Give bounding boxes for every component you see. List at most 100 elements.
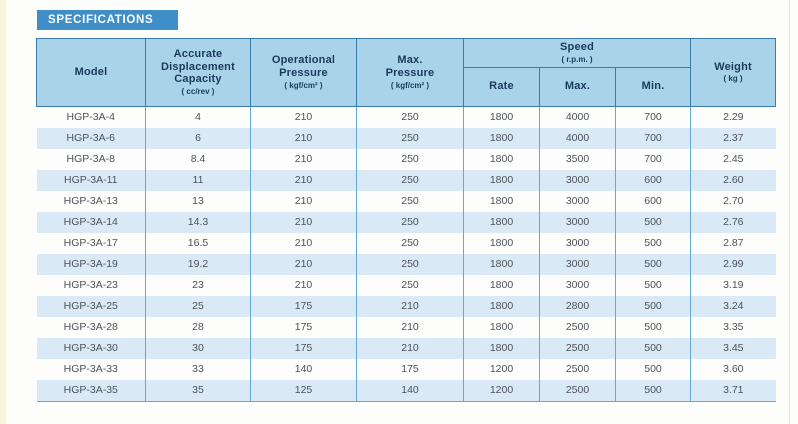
cell-speed-max: 3000: [539, 232, 616, 254]
cell-speed-rate: 1800: [463, 232, 540, 254]
cell-capacity: 4: [145, 106, 251, 128]
cell-speed-rate: 1800: [463, 169, 540, 191]
cell-speed-rate: 1800: [463, 127, 540, 149]
cell-speed-max: 3000: [539, 169, 616, 191]
cell-weight: 2.29: [690, 106, 776, 128]
cell-speed-max: 3000: [539, 211, 616, 233]
cell-speed-min: 500: [614, 358, 691, 380]
cell-op-pressure: 210: [250, 190, 357, 212]
cell-model: HGP-3A-25: [63, 300, 118, 313]
cell-speed-rate: 1800: [463, 190, 540, 212]
cell-capacity: 13: [145, 190, 251, 212]
cell-speed-min: 500: [614, 253, 691, 275]
table-row: HGP-3A-8 8.4 210 250 1800 3500 700 2.45: [37, 148, 776, 170]
cell-speed-max: 2800: [539, 295, 616, 317]
banner-label: SPECIFICATIONS: [48, 14, 154, 26]
col-title-speed-min: Min.: [641, 80, 665, 93]
cell-weight: 3.35: [690, 316, 776, 338]
cell-capacity: 8.4: [145, 148, 251, 170]
cell-speed-min: 500: [614, 295, 691, 317]
cell-speed-rate: 1800: [463, 274, 540, 296]
cell-op-pressure: 175: [250, 295, 357, 317]
col-unit-capacity: ( cc/rev ): [181, 87, 215, 97]
cell-model: HGP-3A-8: [66, 153, 115, 166]
table-row: HGP-3A-28 28 175 210 1800 2500 500 3.35: [37, 316, 776, 338]
cell-speed-max: 2500: [539, 358, 616, 380]
cell-model: HGP-3A-35: [36, 379, 146, 402]
cell-speed-min: 700: [614, 127, 691, 149]
cell-model: HGP-3A-28: [63, 321, 118, 334]
cell-capacity: 30: [145, 337, 251, 359]
cell-op-pressure: 210: [250, 106, 357, 128]
cell-speed-max: 2500: [539, 337, 616, 359]
cell-max-pressure: 250: [356, 190, 464, 212]
page-edge-line: [789, 0, 790, 424]
col-title-speed-max: Max.: [564, 80, 591, 93]
cell-model: HGP-3A-33: [63, 363, 118, 376]
cell-speed-max: 3000: [539, 274, 616, 296]
cell-speed-min: 600: [614, 169, 691, 191]
col-header-max-pressure: Max. Pressure ( kgf/cm² ): [356, 38, 464, 107]
table-row: HGP-3A-19 19.2 210 250 1800 3000 500 2.9…: [36, 253, 776, 275]
cell-op-pressure: 210: [250, 169, 357, 191]
cell-max-pressure: 175: [356, 358, 464, 380]
cell-weight: 2.99: [690, 253, 776, 275]
cell-weight: 3.71: [690, 379, 776, 402]
cell-weight: 2.45: [690, 148, 776, 170]
col-title-max-pressure: Max. Pressure: [385, 54, 435, 79]
col-unit-max-pressure: ( kgf/cm² ): [390, 80, 430, 90]
cell-weight: 3.24: [690, 295, 776, 317]
cell-speed-min: 500: [614, 379, 691, 402]
col-header-capacity: Accurate Displacement Capacity ( cc/rev …: [145, 38, 251, 107]
cell-op-pressure: 210: [250, 274, 357, 296]
cell-speed-min: 700: [614, 106, 691, 128]
cell-max-pressure: 250: [356, 274, 464, 296]
cell-model: HGP-3A-19: [63, 258, 118, 271]
table-row: HGP-3A-33 33 140 175 1200 2500 500 3.60: [37, 358, 776, 380]
col-title-speed-rate: Rate: [489, 80, 514, 93]
cell-max-pressure: 210: [356, 316, 464, 338]
cell-speed-min: 500: [614, 211, 691, 233]
col-title-capacity: Accurate Displacement Capacity: [161, 47, 235, 86]
cell-speed-min: 700: [614, 148, 691, 170]
cell-weight: 2.60: [690, 169, 776, 191]
cell-speed-rate: 1800: [463, 316, 540, 338]
cell-speed-max: 4000: [539, 127, 616, 149]
cell-speed-rate: 1800: [463, 106, 540, 128]
cell-model: HGP-3A-13: [63, 195, 118, 208]
cell-capacity: 25: [145, 295, 251, 317]
cell-model: HGP-3A-11: [64, 174, 118, 187]
col-unit-op-pressure: ( kgf/cm² ): [284, 80, 323, 90]
cell-speed-min: 500: [614, 337, 691, 359]
table-row: HGP-3A-17 16.5 210 250 1800 3000 500 2.8…: [37, 232, 776, 254]
table-row: HGP-3A-6 6 210 250 1800 4000 700 2.37: [36, 127, 776, 149]
cell-op-pressure: 210: [250, 253, 357, 275]
col-header-speed-min: Min.: [614, 66, 692, 107]
cell-max-pressure: 250: [356, 211, 464, 233]
cell-capacity: 16.5: [145, 232, 251, 254]
cell-capacity: 6: [145, 127, 251, 149]
cell-max-pressure: 250: [356, 127, 464, 149]
cell-speed-max: 2500: [539, 316, 616, 338]
cell-max-pressure: 250: [356, 232, 464, 254]
spec-table-body: HGP-3A-4 4 210 250 1800 4000 700 2.29 HG…: [36, 106, 776, 402]
cell-max-pressure: 210: [356, 337, 464, 359]
cell-capacity: 14.3: [145, 211, 251, 233]
cell-speed-rate: 1200: [463, 358, 540, 380]
cell-op-pressure: 175: [250, 316, 357, 338]
cell-op-pressure: 210: [250, 211, 357, 233]
cell-speed-min: 600: [614, 190, 691, 212]
cell-speed-min: 500: [614, 232, 691, 254]
cell-max-pressure: 140: [356, 379, 464, 402]
cell-speed-rate: 1800: [463, 253, 540, 275]
cell-weight: 2.76: [690, 211, 776, 233]
col-title-model: Model: [74, 66, 108, 78]
cell-max-pressure: 250: [356, 106, 464, 128]
cell-capacity: 28: [145, 316, 251, 338]
cell-capacity: 23: [145, 274, 251, 296]
cell-speed-rate: 1200: [463, 379, 540, 402]
cell-max-pressure: 250: [356, 148, 464, 170]
cell-speed-min: 500: [614, 316, 691, 338]
cell-op-pressure: 210: [250, 127, 357, 149]
